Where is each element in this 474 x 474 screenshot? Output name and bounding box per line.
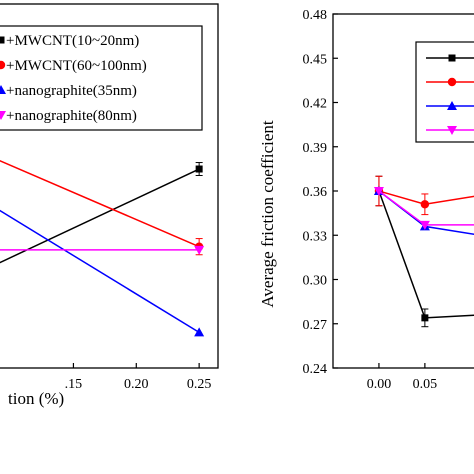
right-y-axis-title: Average friction coefficient [258,120,277,307]
right-legend-marker [448,54,456,62]
right-y-tick-label: 0.48 [303,8,328,23]
right-data-point [420,200,430,209]
right-y-tick-label: 0.42 [303,97,328,112]
left-legend-box [0,25,203,131]
right-legend-marker [447,77,457,87]
left-plot-frame [0,3,219,369]
left-axes [0,3,219,369]
right-data-point [419,220,430,230]
right-legend [415,41,474,143]
left-x-tick-label: .15 [65,377,83,392]
right-series-line-1 [378,190,474,319]
right-data-point [373,187,384,196]
right-data-point [421,314,429,322]
left-legend-label-2: +MWCNT(60~100nm) [6,58,147,74]
left-x-tick-label: 0.20 [124,377,149,392]
right-y-tick-label: 0.33 [303,229,328,244]
left-tick-layer: .15 0.20 0.25 [65,363,212,392]
right-legend-marker [447,101,457,110]
right-y-tick-label: 0.39 [303,141,328,156]
right-y-tick-label: 0.27 [303,318,328,333]
right-y-tick-label: 0.30 [303,274,328,289]
right-legend-marker [447,126,457,135]
left-clipped-series [0,159,205,337]
left-series-layer [0,159,205,337]
left-x-axis-title: tion (%) [8,389,64,408]
left-legend-marker [0,85,6,94]
left-series-line-1 [0,168,200,264]
left-legend-label-1: +MWCNT(10~20nm) [6,33,139,49]
right-x-tick-label: 0.05 [413,377,438,392]
left-x-tick-label: 0.25 [187,377,212,392]
right-x-tick-label: 0.00 [367,377,392,392]
left-legend-label-3: +nanographite(35nm) [6,83,137,99]
right-clipped-series [373,175,474,328]
right-legend-box [415,41,474,143]
right-tick-layer: 0.00 0.05 0.24 0.27 0.30 0.33 0.36 0.39 0.42 0.45… [303,8,438,392]
right-series-layer [373,175,474,328]
left-legend-marker [0,60,6,70]
left-legend-marker [0,36,5,44]
right-chart: 0.00 0.05 0.24 0.27 0.30 0.33 0.36 0.39 0.42 0.45… [258,8,474,392]
left-series-line-2 [0,159,200,248]
left-series-line-3 [0,209,200,334]
right-y-tick-label: 0.36 [303,185,328,200]
left-legend-label-4: +nanographite(80nm) [6,108,137,124]
left-data-point [195,165,203,173]
right-y-tick-label: 0.45 [303,52,328,67]
right-y-tick-label: 0.24 [303,362,328,377]
left-data-point [194,327,205,337]
left-data-point [194,245,205,255]
left-chart: .15 0.20 0.25 +MWCNT(10~20nm) +MWCNT(60~100… [0,3,219,408]
left-legend: +MWCNT(10~20nm) +MWCNT(60~100nm) +nanograp… [0,25,203,131]
left-legend-marker [0,111,6,120]
